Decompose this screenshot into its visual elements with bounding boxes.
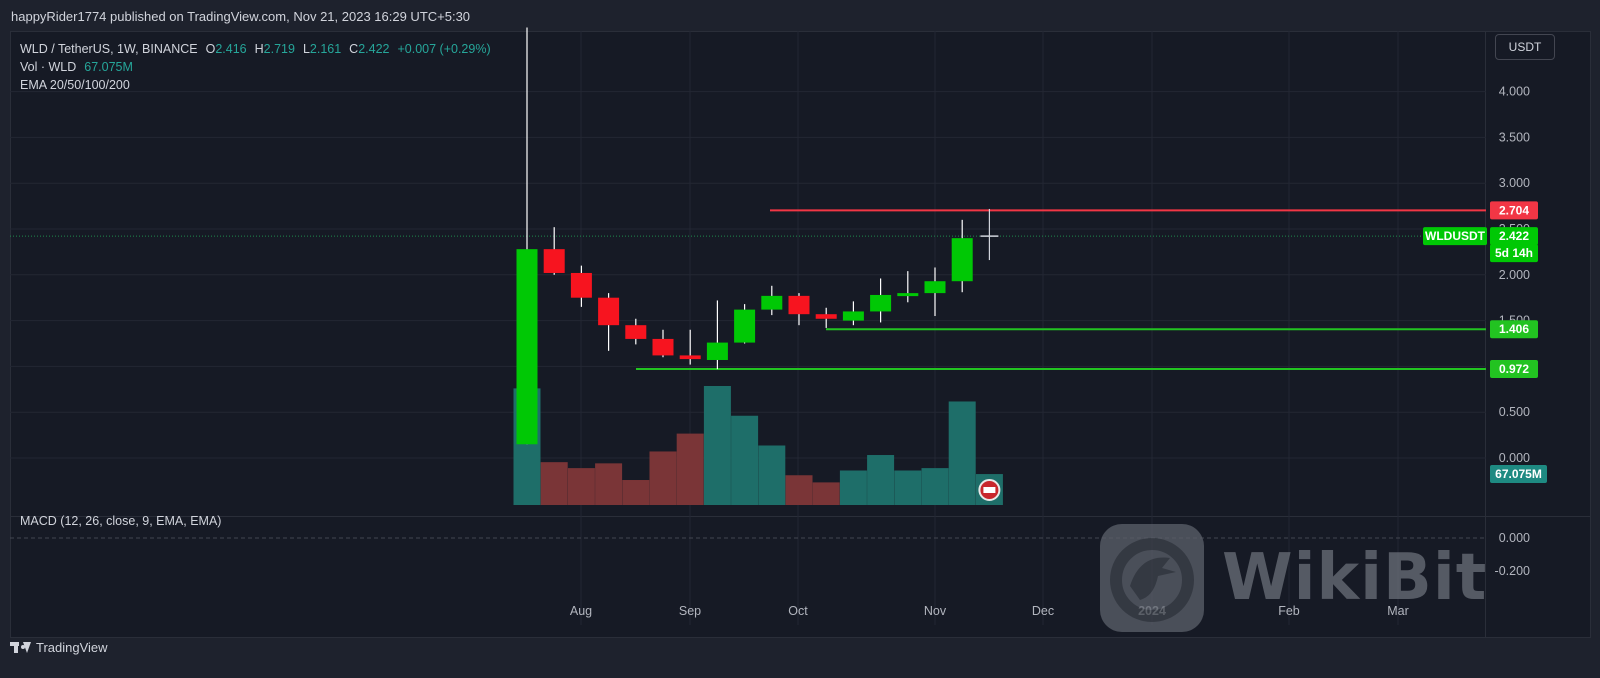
currency-button[interactable]: USDT	[1495, 34, 1555, 60]
volume-bar	[894, 470, 922, 505]
volume-bar	[622, 480, 650, 505]
time-tick-label: Feb	[1278, 604, 1300, 618]
wikibit-logo-icon	[1100, 524, 1204, 632]
support-1-price-tag: 1.406	[1499, 322, 1529, 336]
volume-label[interactable]: Vol · WLD	[20, 60, 77, 74]
high-value: 2.719	[263, 42, 295, 56]
support-1-price-tag-bg	[1490, 320, 1538, 339]
volume-bar	[812, 482, 840, 505]
volume-bar	[540, 462, 568, 505]
last-price-tag-bg	[1490, 227, 1538, 246]
candle-body	[734, 309, 756, 343]
price-tick-label: 2.000	[1499, 268, 1530, 282]
volume-bar	[839, 470, 867, 505]
pane-divider[interactable]	[10, 516, 1591, 517]
last-price-tag: 2.422	[1499, 229, 1529, 243]
candle-body	[625, 325, 647, 339]
volume-bar	[703, 386, 731, 505]
time-tick-label: Mar	[1387, 604, 1409, 618]
candle-body	[842, 311, 864, 321]
candle-body	[815, 314, 837, 319]
close-value: 2.422	[358, 42, 390, 56]
support-2-price-tag: 0.972	[1499, 362, 1529, 376]
volume-bar	[921, 468, 949, 505]
candle-body	[570, 272, 592, 298]
candle-body	[706, 342, 728, 360]
change-value: +0.007 (+0.29%)	[397, 42, 491, 56]
volume-value: 67.075M	[84, 60, 133, 74]
symbol-price-tag-bg	[1423, 227, 1487, 246]
price-tick-label: 3.500	[1499, 130, 1530, 144]
ema-label[interactable]: EMA 20/50/100/200	[20, 78, 130, 92]
volume-bar	[758, 445, 786, 505]
volume-bar	[649, 451, 677, 505]
top-bar	[0, 0, 1600, 32]
volume-bar	[567, 468, 595, 505]
candle-body	[516, 249, 538, 445]
candle-body	[598, 297, 620, 326]
low-value: 2.161	[309, 42, 342, 56]
time-tick-label: Nov	[924, 604, 947, 618]
price-tick-label: 0.500	[1499, 405, 1530, 419]
macd-tick-label: 0.000	[1499, 531, 1530, 545]
low-label: L	[302, 42, 310, 56]
price-tick-label: 3.000	[1499, 176, 1530, 190]
candle-body	[761, 295, 783, 310]
candle-body	[924, 281, 946, 294]
time-tick-label: Oct	[788, 604, 808, 618]
volume-price-tag: 67.075M	[1495, 467, 1542, 481]
volume-bar	[676, 433, 704, 505]
chart-legend: WLD / TetherUS, 1W, BINANCE O 2.416 H 2.…	[20, 40, 491, 94]
resistance-price-tag-bg	[1490, 201, 1538, 220]
candle-body	[951, 238, 973, 282]
open-value: 2.416	[215, 42, 247, 56]
price-tick-label: 0.000	[1499, 451, 1530, 465]
symbol-price-tag: WLDUSDT	[1425, 229, 1486, 243]
candle-body	[652, 338, 674, 356]
price-tick-label: 4.000	[1499, 85, 1530, 99]
bottom-bar	[0, 638, 1600, 678]
volume-price-tag-bg	[1490, 465, 1547, 483]
time-tick-label: Aug	[570, 604, 592, 618]
tradingview-icon	[10, 641, 31, 653]
time-tick-label: Sep	[679, 604, 701, 618]
countdown-tag-bg	[1490, 244, 1538, 263]
volume-bar	[867, 455, 895, 505]
countdown-tag: 5d 14h	[1495, 246, 1533, 260]
time-tick-label: Dec	[1032, 604, 1054, 618]
tradingview-logo[interactable]: TradingView	[10, 638, 108, 656]
volume-bar	[785, 475, 813, 505]
volume-bar	[595, 463, 623, 505]
volume-bar	[731, 415, 759, 505]
wikibit-watermark: WikiBit	[1100, 524, 1487, 632]
candle-body	[897, 293, 919, 297]
publish-line: happyRider1774 published on TradingView.…	[11, 9, 471, 24]
high-label: H	[254, 42, 264, 56]
candle-body	[679, 355, 701, 360]
macd-tick-label: -0.200	[1495, 564, 1530, 578]
candle-body	[870, 294, 892, 312]
open-label: O	[205, 42, 216, 56]
candle-body	[788, 295, 810, 315]
candle-body	[543, 249, 565, 273]
symbol-label[interactable]: WLD / TetherUS, 1W, BINANCE	[20, 42, 198, 56]
us-flag-stripe	[983, 487, 996, 493]
volume-bar	[948, 401, 976, 505]
macd-legend[interactable]: MACD (12, 26, close, 9, EMA, EMA)	[20, 514, 222, 528]
wikibit-text: WikiBit	[1222, 541, 1488, 615]
close-label: C	[349, 42, 359, 56]
resistance-price-tag: 2.704	[1499, 203, 1529, 217]
tradingview-brand: TradingView	[36, 639, 108, 655]
support-2-price-tag-bg	[1490, 359, 1538, 378]
